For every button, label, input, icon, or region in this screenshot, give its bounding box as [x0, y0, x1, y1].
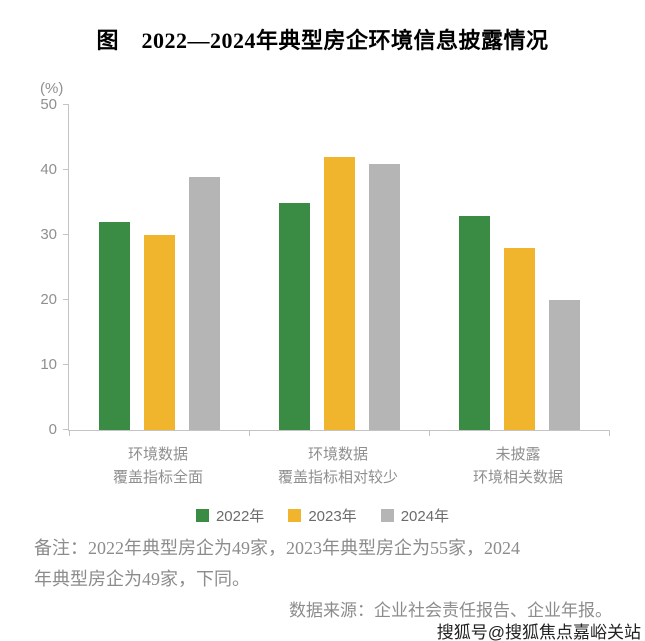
- y-tick-label: 0: [48, 421, 57, 438]
- x-category-label: 未披露 环境相关数据: [472, 446, 563, 486]
- y-tick-label: 20: [40, 291, 57, 308]
- x-tick-mark: [609, 430, 610, 436]
- bar-groups: [69, 105, 609, 430]
- x-tick-mark: [249, 430, 250, 436]
- bar: [323, 157, 355, 430]
- plot-area: 0 10 20 30 40 50: [40, 97, 610, 438]
- legend-label: 2023年: [308, 508, 357, 525]
- bar: [548, 300, 580, 430]
- legend-label: 2024年: [400, 508, 450, 525]
- watermark-text: 搜狐号@搜狐焦点嘉峪关站: [436, 623, 641, 641]
- legend-label: 2022年: [215, 508, 265, 525]
- source-text: 数据来源：企业社会责任报告、企业年报。: [289, 601, 612, 620]
- y-tick-mark: [63, 169, 69, 170]
- y-axis-unit-label: (%): [40, 80, 64, 97]
- note-text: 备注：2022年典型房企为49家，2023年典型房企为55家，2024 年典型房…: [34, 538, 520, 589]
- bar: [188, 176, 220, 430]
- bar-group: [69, 105, 249, 430]
- y-tick-label: 50: [40, 96, 57, 113]
- y-tick-label: 30: [40, 226, 57, 243]
- y-tick-mark: [63, 104, 69, 105]
- x-axis-labels: 环境数据 覆盖指标全面 环境数据 覆盖指标相对较少 未披露 环境相关数据: [68, 444, 608, 489]
- y-tick-mark: [63, 429, 69, 430]
- chart-title: 图 2022—2024年典型房企环境信息披露情况: [96, 28, 549, 53]
- y-tick-mark: [63, 234, 69, 235]
- legend-item: 2023年: [288, 505, 357, 526]
- bar-group: [429, 105, 609, 430]
- legend: 2022年 2023年 2024年: [0, 505, 645, 526]
- legend-swatch: [288, 509, 302, 522]
- legend-swatch: [380, 509, 394, 522]
- bar: [98, 222, 130, 430]
- legend-swatch: [195, 509, 209, 522]
- bar: [278, 202, 310, 430]
- y-tick-label: 40: [40, 161, 57, 178]
- bar-chart: (%) 0 10 20 30 40 50 环境数据 覆盖指标全面 环境数据 覆盖指标相对较少…: [0, 62, 645, 502]
- legend-item: 2022年: [195, 505, 265, 526]
- y-tick-mark: [63, 364, 69, 365]
- y-tick-label: 10: [40, 356, 57, 373]
- x-tick-mark: [69, 430, 70, 436]
- x-category-label: 环境数据 覆盖指标全面: [112, 446, 203, 486]
- x-tick-mark: [429, 430, 430, 436]
- bar: [458, 215, 490, 430]
- bar: [368, 163, 400, 430]
- x-category-label: 环境数据 覆盖指标相对较少: [277, 446, 398, 486]
- legend-item: 2024年: [380, 505, 450, 526]
- bar: [143, 235, 175, 430]
- bar-group: [249, 105, 429, 430]
- y-tick-mark: [63, 299, 69, 300]
- bar: [503, 248, 535, 430]
